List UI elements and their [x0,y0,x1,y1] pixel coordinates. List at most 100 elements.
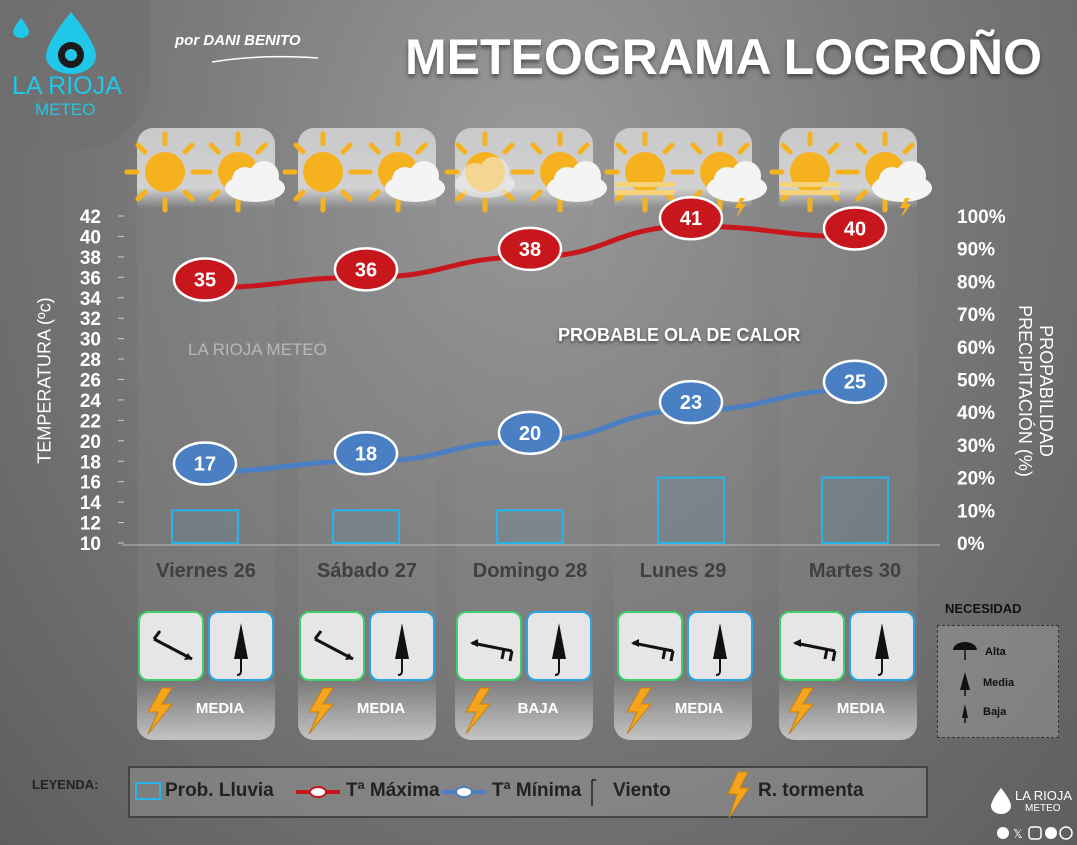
umbrella-closed-icon [234,623,248,676]
page-title: METEOGRAMA LOGROÑO [405,29,1043,85]
y-tick-right: 0% [957,534,985,555]
wind-arrow-icon [313,630,354,661]
umbrella-closed-icon [875,623,889,676]
legend-title: LEYENDA: [32,777,99,792]
rain-bars [171,476,889,545]
legend-item-rain: Prob. Lluvia [165,780,274,801]
sun-fog-icon [772,134,848,210]
need-umbrella-icons [953,642,977,723]
legend-max-symbol [296,786,340,798]
wind-vane-icon [591,779,596,806]
umbrella-closed-icon [395,623,409,676]
umbrella-closed-icon [552,623,566,676]
data-point-marker [497,226,563,272]
lightning-icon [626,687,653,734]
data-label: 20 [519,423,541,445]
data-point: 38 [497,226,563,272]
data-point: 18 [333,431,399,476]
weather-icons-row [120,120,932,218]
instagram-icon [1028,826,1042,840]
footer-brand: LA RIOJA [1015,788,1073,803]
y-tick-left: 40 [80,227,101,248]
y-tick-right: 90% [957,240,995,261]
data-point-marker [497,410,563,456]
y-tick-left: 14 [80,493,102,514]
need-title: NECESIDAD [945,601,1022,616]
wind-box [299,611,365,681]
y-tick-left: 30 [80,330,101,351]
sun-storm-icon [847,134,932,218]
data-point: 20 [497,410,563,456]
data-label: 41 [680,208,702,230]
need-level-medium: Media [983,677,1015,689]
legend-item-min: Tª Mínima [492,780,582,801]
umbrella-box [526,611,592,681]
legend-symbols [135,771,750,819]
data-label: 25 [844,372,866,394]
rain-bar [657,476,725,545]
data-point: 41 [658,195,724,241]
data-point-marker [822,359,888,404]
storm-risk-label: MEDIA [195,700,245,717]
data-label: 23 [680,392,702,414]
y-tick-right: 100% [957,207,1006,228]
small-drop-icon [13,18,29,38]
storm-risk-label: BAJA [517,700,559,717]
rain-bar [496,509,564,544]
telegram-icon [1045,827,1057,839]
wind-box [617,611,683,681]
series-points: 35 36 38 41 40 17 18 20 23 25 [172,195,888,486]
storm-risk-label: MEDIA [356,700,406,717]
data-point: 25 [822,359,888,404]
day-label: Sábado 27 [316,560,418,582]
wind-arrow-icon [152,630,193,661]
social-icons: 𝕏 [997,826,1073,840]
legend-rain-symbol [135,782,161,800]
data-point: 36 [333,247,399,292]
y-tick-left: 32 [80,309,101,330]
author-credit: por DANI BENITO [175,32,301,49]
y-tick-right: 40% [957,403,995,424]
storm-risk-label: MEDIA [674,700,724,717]
umbrella-closed-small-icon [962,704,968,723]
right-ticks: 0% 10% 20% 30% 40% 50% 60% 70% 80% 90% 100% [957,207,1006,555]
sun-fog-icon [607,134,683,210]
data-point-marker [172,441,238,486]
y-tick-left: 16 [80,473,101,494]
y-tick-left: 26 [80,371,101,392]
data-label: 40 [844,218,866,240]
y-tick-left: 42 [80,207,101,228]
need-level-low: Baja [983,706,1007,718]
umbrella-box [687,611,753,681]
data-label: 36 [355,259,377,281]
sun-storm-icon [682,134,767,218]
day-label: Domingo 28 [472,560,588,582]
y-tick-right: 10% [957,501,995,522]
wind-box [779,611,845,681]
y-tick-right: 30% [957,436,995,457]
wind-box [138,611,204,681]
data-point: 17 [172,441,238,486]
y-tick-left: 24 [80,391,102,412]
heatwave-annotation: PROBABLE OLA DE CALOR [558,325,801,345]
day-label: Lunes 29 [639,560,727,582]
y-tick-left: 38 [80,248,101,269]
legend-item-storm: R. tormenta [758,780,864,801]
lightning-icon [727,771,750,819]
data-label: 17 [194,453,216,475]
y-tick-left: 36 [80,268,101,289]
data-point-marker [822,206,888,251]
legend-min-symbol [442,786,486,798]
wind-box [456,611,522,681]
y-tick-right: 80% [957,272,995,293]
umbrella-box [369,611,435,681]
data-label: 18 [355,443,377,465]
brand-sub: METEO [35,100,96,119]
wind-arrow-icon [470,639,514,662]
facebook-icon [997,827,1009,839]
need-legend-box [937,625,1059,738]
y-tick-right: 70% [957,305,995,326]
data-label: 38 [519,239,541,261]
lightning-icon [465,687,492,734]
